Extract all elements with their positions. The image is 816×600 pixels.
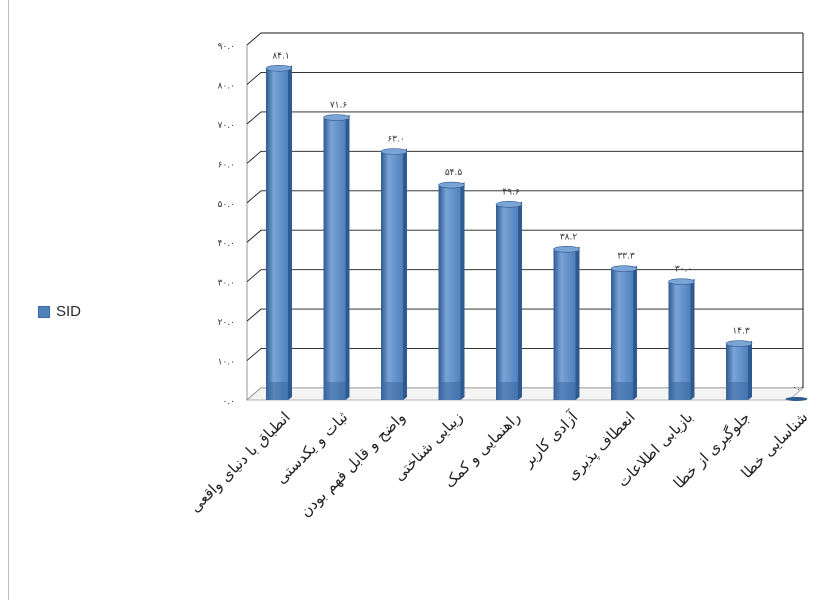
y-tick-label: ۴۰.۰ — [218, 239, 235, 249]
bar-base — [438, 382, 461, 400]
bar-front — [323, 117, 346, 401]
bar — [323, 114, 350, 401]
bar — [495, 201, 523, 400]
gridline — [246, 32, 803, 46]
y-tick-label: ۷۰.۰ — [218, 121, 235, 131]
bar-base — [496, 382, 518, 400]
gridline — [246, 190, 803, 204]
bar-base — [323, 382, 346, 400]
data-label: ۵۴.۵ — [445, 168, 463, 178]
bar-top — [610, 265, 638, 272]
bar-top — [725, 340, 753, 347]
bar-top — [668, 278, 695, 285]
bar-side — [460, 182, 465, 400]
data-label: ۳۳.۳ — [617, 252, 635, 262]
y-tick-label: ۹۰.۰ — [218, 42, 235, 52]
gridline — [246, 71, 803, 85]
data-label: ۴۹.۶ — [502, 187, 520, 197]
bar-base — [611, 382, 633, 400]
y-tick-label: ۱۰.۰ — [218, 358, 235, 368]
bar — [265, 64, 293, 401]
bar-top — [553, 246, 580, 253]
bar-base — [553, 382, 576, 400]
data-label: ۸۴.۱ — [272, 51, 289, 61]
gridline — [246, 150, 803, 164]
y-tick-label: ۳۰.۰ — [218, 279, 235, 289]
gridline — [246, 229, 803, 243]
bar-side — [575, 246, 580, 400]
y-tick-label: ۲۰.۰ — [218, 318, 235, 328]
data-label: ۳۰.۰ — [675, 265, 692, 275]
bar-front — [553, 249, 576, 400]
bar — [785, 397, 808, 401]
bar-side — [748, 340, 752, 400]
y-tick-label: ۸۰.۰ — [218, 81, 235, 91]
bar-front — [668, 281, 691, 400]
data-label: ۳۸.۲ — [560, 232, 578, 242]
legend-label: SID — [56, 303, 82, 320]
bar-top — [785, 397, 808, 401]
bar-top — [265, 64, 293, 72]
bar-front — [611, 268, 633, 400]
y-tick-label: ۰.۰ — [222, 397, 235, 407]
bar-side — [518, 201, 522, 400]
legend: SID — [38, 303, 81, 320]
bar-side — [690, 278, 695, 400]
bar — [725, 340, 753, 400]
bar — [438, 181, 465, 400]
data-label: ۶۳.۰ — [387, 135, 404, 145]
frame-border — [8, 0, 9, 600]
bar-side — [345, 114, 350, 401]
y-tick-label: ۶۰.۰ — [218, 160, 235, 170]
bar-front — [496, 204, 518, 400]
bar-side — [633, 265, 637, 400]
bar-side — [288, 65, 292, 401]
bar — [610, 265, 638, 400]
bar — [668, 278, 695, 400]
gridline — [246, 111, 803, 125]
data-label: ۷۱.۶ — [330, 101, 348, 111]
data-label: ۰.۰ — [792, 383, 805, 393]
data-label: ۱۴.۳ — [732, 327, 750, 337]
bar-top — [380, 148, 408, 155]
bar-base — [266, 382, 288, 400]
bar-side — [403, 148, 407, 400]
bar-top — [323, 114, 350, 121]
bar-base — [668, 382, 691, 400]
bar-front — [438, 185, 461, 400]
x-tick-label: انطباق با دنیای واقعی — [186, 408, 294, 516]
bar — [380, 148, 408, 400]
bar-top — [495, 201, 523, 208]
bar — [553, 246, 580, 400]
bar-top — [438, 181, 465, 189]
bar-front — [266, 68, 288, 401]
bar-base — [726, 382, 748, 400]
x-tick-label: واضح و قابل فهم بودن — [296, 408, 409, 521]
legend-swatch — [38, 305, 50, 318]
bar-front — [381, 151, 403, 400]
bar-base — [381, 382, 403, 400]
y-tick-label: ۵۰.۰ — [218, 200, 235, 210]
